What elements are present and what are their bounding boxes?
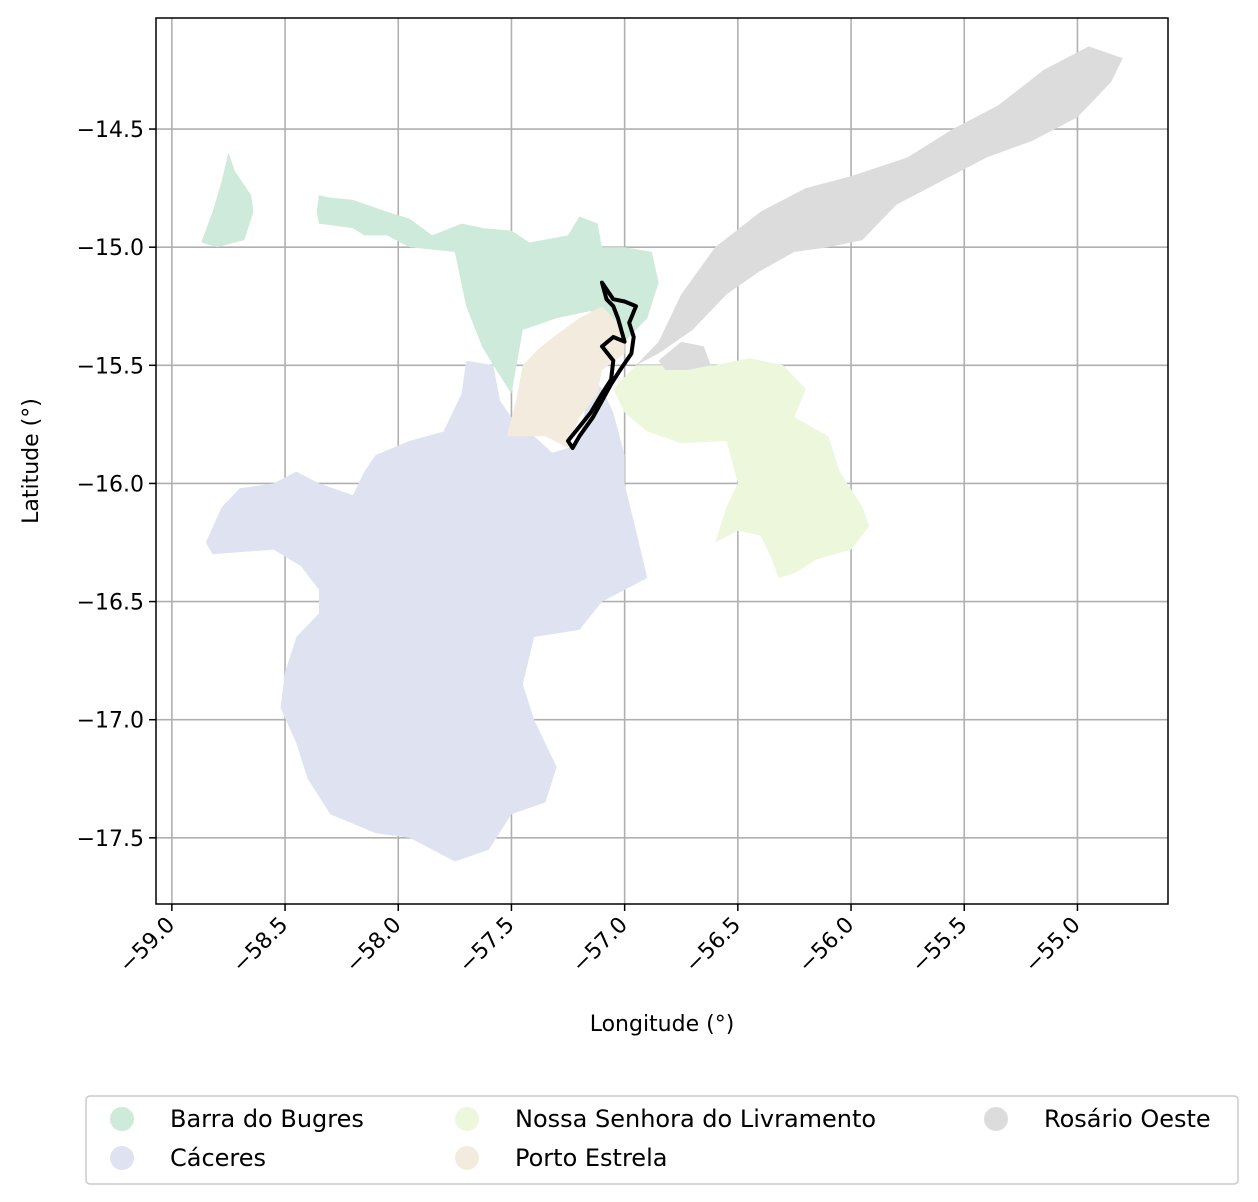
region-ros-rio-oeste <box>658 341 711 370</box>
legend-label: Rosário Oeste <box>1044 1105 1211 1133</box>
x-tick-label: −56.5 <box>681 913 746 978</box>
region-c-ceres <box>205 360 648 862</box>
y-tick-label: −15.0 <box>77 236 144 261</box>
region-nossa-senhora-do-livramento <box>613 358 870 578</box>
study-area-boundary <box>566 280 638 450</box>
region-ros-rio-oeste <box>624 46 1123 378</box>
x-tick-label: −58.5 <box>228 913 293 978</box>
legend: Barra do Bugres Cáceres Nossa Senhora do L… <box>85 1095 1239 1185</box>
y-axis-title: Latitude (°) <box>19 398 44 524</box>
x-axis-title: Longitude (°) <box>590 1012 735 1037</box>
study-area-outline <box>566 280 638 450</box>
x-tick-label: −55.5 <box>907 913 972 978</box>
y-tick-label: −14.5 <box>77 118 144 143</box>
legend-box <box>85 1095 1239 1185</box>
x-tick-label: −58.0 <box>341 913 406 978</box>
region-porto-estrela <box>506 306 625 448</box>
y-tick-label: −16.0 <box>77 472 144 497</box>
legend-label: Barra do Bugres <box>170 1105 364 1133</box>
plot-frame <box>155 17 1169 905</box>
x-tick-label: −55.0 <box>1020 913 1085 978</box>
y-tick-label: −15.5 <box>77 354 144 379</box>
legend-marker <box>110 1146 134 1170</box>
legend-label: Nossa Senhora do Livramento <box>515 1105 876 1133</box>
municipality-regions <box>201 46 1123 862</box>
region-barra-do-bugres <box>316 195 659 394</box>
legend-marker <box>455 1146 479 1170</box>
x-tick-label: −59.0 <box>115 913 180 978</box>
legend-marker <box>110 1107 134 1131</box>
x-axis-ticks: −59.0 −58.5 −58.0 −57.5 −57.0 −56.5 −56.0 −55.5… <box>115 904 1086 978</box>
y-tick-label: −17.5 <box>77 827 144 852</box>
legend-label: Porto Estrela <box>515 1144 667 1172</box>
region-barra-do-bugres <box>201 152 254 248</box>
legend-marker <box>984 1107 1008 1131</box>
x-tick-label: −57.0 <box>568 913 633 978</box>
y-tick-label: −16.5 <box>77 591 144 616</box>
y-tick-label: −17.0 <box>77 709 144 734</box>
legend-label: Cáceres <box>170 1144 266 1172</box>
x-tick-label: −56.0 <box>794 913 859 978</box>
y-axis-ticks: −14.5 −15.0 −15.5 −16.0 −16.5 −17.0 −17.5 <box>77 118 156 852</box>
legend-marker <box>455 1107 479 1131</box>
x-tick-label: −57.5 <box>454 913 519 978</box>
